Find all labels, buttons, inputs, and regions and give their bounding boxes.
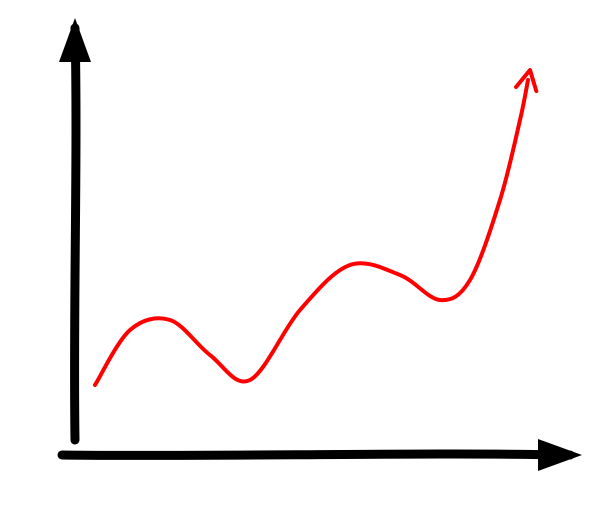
- growth-chart: [0, 0, 600, 516]
- x-axis: [62, 454, 570, 455]
- y-axis: [75, 28, 76, 440]
